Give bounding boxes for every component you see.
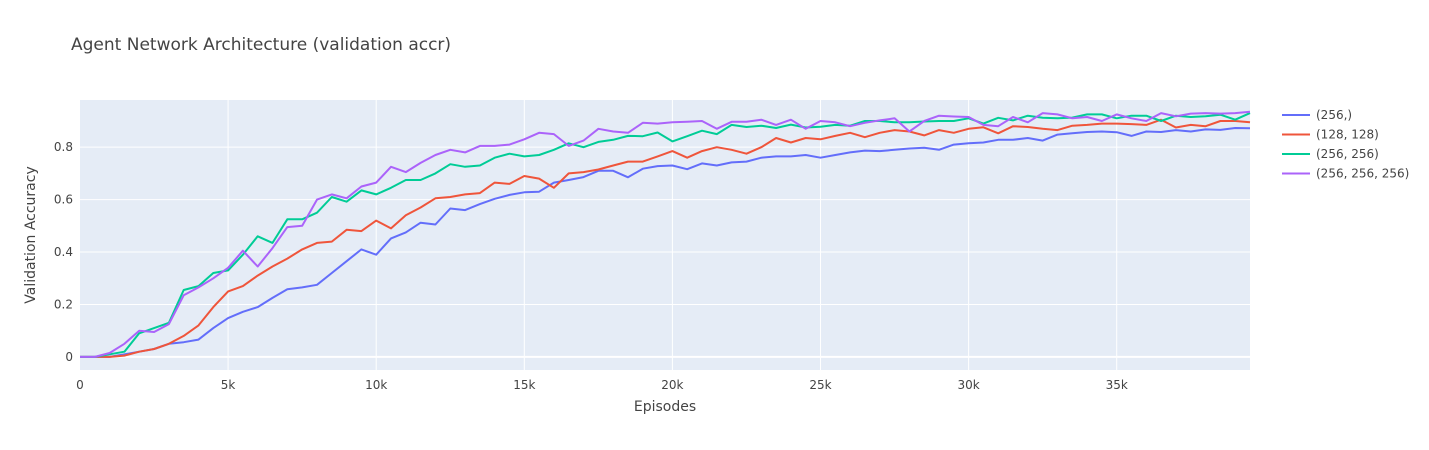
x-tick-label: 0 bbox=[76, 378, 84, 392]
y-tick-label: 0.6 bbox=[54, 193, 73, 207]
series-lines bbox=[80, 110, 1251, 358]
legend-label: (128, 128) bbox=[1316, 128, 1379, 142]
series-line bbox=[80, 112, 1251, 358]
legend-label: (256, 256, 256) bbox=[1316, 167, 1409, 181]
x-tick-label: 15k bbox=[513, 378, 535, 392]
series-line bbox=[80, 110, 1251, 358]
series-line bbox=[80, 118, 1251, 358]
x-tick-label: 35k bbox=[1106, 378, 1128, 392]
legend: (256,) (128, 128) (256, 256) (256, 256, 256… bbox=[1282, 108, 1409, 181]
x-axis-title: Episodes bbox=[634, 399, 696, 415]
grid bbox=[80, 100, 1250, 370]
y-axis-title: Validation Accuracy bbox=[23, 166, 39, 304]
series-line bbox=[80, 127, 1251, 358]
y-tick-label: 0 bbox=[65, 350, 73, 364]
plot-background bbox=[80, 100, 1250, 370]
legend-label: (256,) bbox=[1316, 108, 1352, 122]
x-axis: 0 5k 10k 15k 20k 25k 30k 35k bbox=[76, 378, 1128, 392]
y-tick-label: 0.4 bbox=[54, 245, 73, 259]
y-axis: 0 0.2 0.4 0.6 0.8 bbox=[54, 140, 73, 364]
x-tick-label: 25k bbox=[809, 378, 831, 392]
x-tick-label: 5k bbox=[221, 378, 236, 392]
legend-label: (256, 256) bbox=[1316, 147, 1379, 161]
x-tick-label: 30k bbox=[957, 378, 979, 392]
y-tick-label: 0.2 bbox=[54, 297, 73, 311]
x-tick-label: 10k bbox=[365, 378, 387, 392]
chart-title: Agent Network Architecture (validation a… bbox=[71, 35, 451, 55]
y-tick-label: 0.8 bbox=[54, 140, 73, 154]
x-tick-label: 20k bbox=[661, 378, 683, 392]
